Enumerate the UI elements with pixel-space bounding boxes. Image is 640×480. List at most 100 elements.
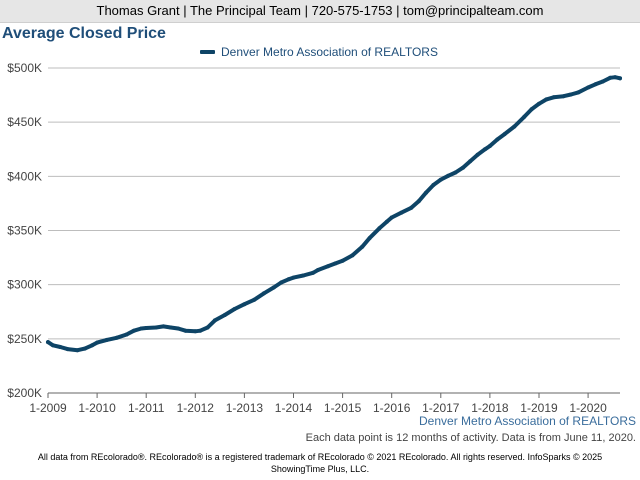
data-point [576, 90, 581, 95]
data-point [222, 313, 227, 317]
data-point [367, 236, 372, 241]
x-tick-label: 1-2010 [78, 401, 116, 415]
grid-lines [48, 67, 620, 394]
legend-swatch [200, 50, 215, 54]
source-label: Denver Metro Association of REALTORS [419, 414, 636, 428]
data-point [58, 345, 63, 349]
x-tick-label: 1-2011 [128, 401, 165, 415]
footer-line-2: ShowingTime Plus, LLC. [270, 464, 370, 474]
x-tick-label: 1-2016 [373, 401, 411, 415]
contact-text: Thomas Grant | The Principal Team | 720-… [96, 3, 544, 18]
data-point [82, 346, 87, 351]
y-tick-label: $400K [7, 169, 42, 183]
data-point [168, 325, 173, 330]
data-point [176, 326, 181, 331]
data-point [131, 328, 136, 333]
data-point [544, 97, 549, 102]
data-point [183, 328, 188, 333]
data-point [301, 273, 306, 278]
data-point [409, 205, 414, 210]
x-tick-label: 1-2012 [177, 401, 215, 415]
x-tick-label: 1-2014 [275, 401, 313, 415]
data-point [124, 332, 129, 337]
data-point [551, 95, 556, 100]
data-point [350, 253, 355, 258]
data-point [416, 199, 421, 204]
data-note: Each data point is 12 months of activity… [305, 432, 636, 444]
data-point [325, 264, 330, 269]
data-point [613, 75, 618, 80]
data-point [431, 183, 436, 187]
data-point [262, 291, 266, 296]
data-point [333, 261, 338, 266]
x-axis: 1-2009 1-2010 1-2011 1-2012 1-2013 1-2014 1-20… [29, 392, 620, 415]
data-point [384, 219, 389, 224]
data-point [90, 343, 95, 348]
data-point [600, 79, 605, 84]
x-tick-label: 1-2018 [471, 401, 509, 415]
y-tick-label: $450K [7, 115, 42, 129]
data-point [279, 280, 284, 285]
data-point [154, 325, 158, 330]
data-point [50, 343, 55, 348]
contact-header: Thomas Grant | The Principal Team | 720-… [0, 0, 640, 23]
data-point [424, 190, 429, 195]
data-point [453, 170, 458, 175]
data-point [114, 335, 119, 340]
x-tick-label: 1-2017 [422, 401, 460, 415]
data-point [95, 340, 100, 345]
data-point [242, 302, 247, 307]
data-point [529, 107, 534, 112]
data-point [522, 114, 527, 119]
legend-label: Denver Metro Association of REALTORS [221, 45, 438, 59]
x-tick-label: 1-2015 [324, 401, 362, 415]
data-point [512, 124, 517, 129]
y-axis: $200K $250K $300K $350K $400K $450K $500K [7, 61, 42, 400]
data-point [144, 326, 149, 330]
x-tick-label: 1-2013 [226, 401, 264, 415]
data-point [212, 318, 217, 323]
data-point [65, 347, 70, 352]
data-point [286, 277, 291, 282]
data-point [495, 137, 500, 142]
y-tick-label: $300K [7, 278, 42, 292]
data-point [537, 101, 541, 106]
data-point [618, 76, 622, 81]
series-layer [46, 75, 622, 353]
x-tick-label: 1-2009 [29, 401, 67, 415]
data-point [389, 215, 394, 220]
data-point [104, 337, 109, 342]
legend: Denver Metro Association of REALTORS [200, 45, 438, 59]
data-point [291, 275, 296, 280]
data-point [586, 85, 591, 90]
footer: All data from REcolorado®. REcolorado® i… [0, 451, 640, 475]
data-point [198, 328, 203, 333]
x-tick-label: 1-2020 [569, 401, 607, 415]
data-point [193, 329, 198, 334]
y-tick-label: $500K [7, 61, 42, 75]
data-point [360, 244, 365, 249]
data-point [271, 285, 276, 290]
y-tick-label: $200K [7, 386, 42, 400]
data-point [161, 324, 166, 329]
data-point [252, 297, 257, 302]
data-point [460, 165, 465, 170]
data-point [593, 82, 598, 87]
data-point [377, 226, 382, 231]
data-point [139, 326, 144, 331]
data-point [232, 307, 237, 311]
data-point [475, 152, 480, 157]
footer-line-1: All data from REcolorado®. REcolorado® i… [37, 452, 603, 462]
data-point [46, 340, 50, 345]
data-point [561, 94, 566, 99]
data-point [502, 132, 507, 137]
data-point [205, 325, 210, 330]
data-point [487, 144, 492, 148]
data-point [483, 147, 487, 152]
data-point [75, 348, 80, 353]
chart-title: Average Closed Price [2, 25, 166, 42]
data-point [340, 258, 345, 263]
data-point [446, 173, 451, 178]
data-point [399, 210, 404, 215]
